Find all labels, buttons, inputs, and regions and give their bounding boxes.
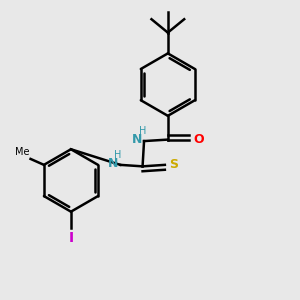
Text: Me: Me	[15, 147, 29, 158]
Text: S: S	[169, 158, 178, 171]
Text: I: I	[68, 231, 74, 245]
Text: N: N	[108, 157, 118, 170]
Text: O: O	[194, 133, 204, 146]
Text: N: N	[131, 133, 142, 146]
Text: H: H	[114, 149, 122, 160]
Text: H: H	[139, 126, 146, 136]
